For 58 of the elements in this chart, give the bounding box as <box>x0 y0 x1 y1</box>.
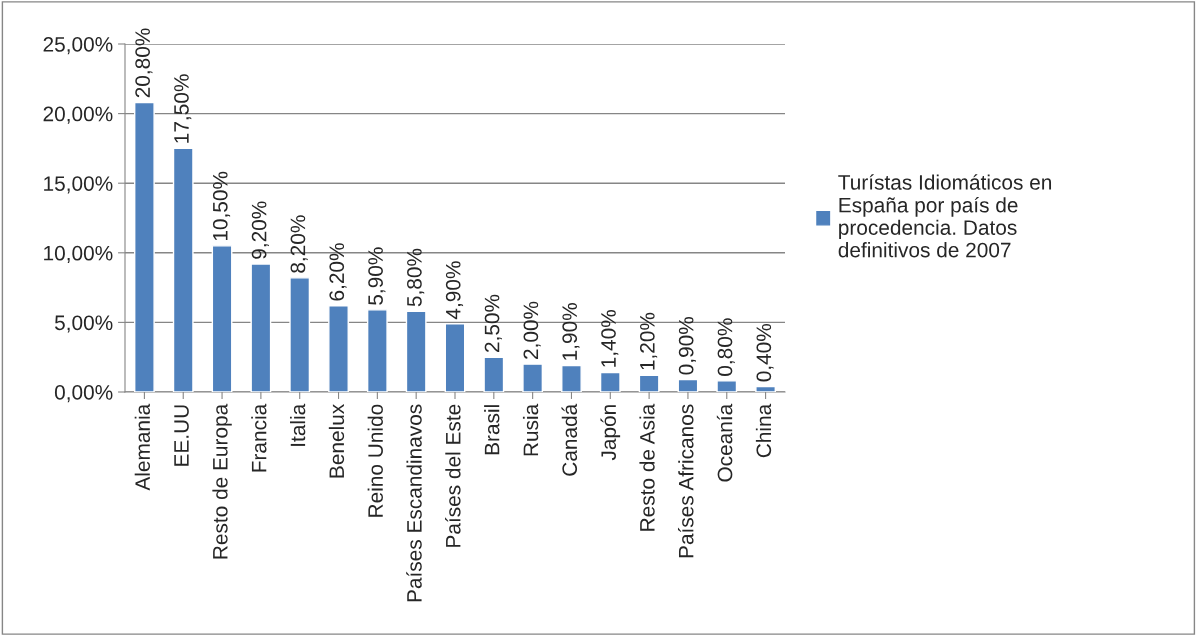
data-label: 2,50% <box>484 294 502 352</box>
data-label: 5,80% <box>407 248 425 307</box>
data-label: 20,80% <box>135 28 153 98</box>
data-label: 17,50% <box>174 74 192 143</box>
x-tick-label: Brasil <box>484 405 500 455</box>
bar <box>366 309 388 392</box>
bar <box>444 323 466 392</box>
x-tick-label: Países Escandinavos <box>406 404 422 602</box>
x-tick-label: Rusia <box>522 403 539 456</box>
bar <box>522 363 544 392</box>
bar <box>250 263 272 392</box>
x-tick-label: Benelux <box>328 404 345 478</box>
y-tick-label: 10,00% <box>44 245 113 264</box>
bar <box>405 310 427 392</box>
bar <box>328 305 349 392</box>
x-tick-label: Alemania <box>134 403 150 491</box>
x-tick-label: Francia <box>251 403 267 472</box>
x-tick-label: China <box>755 403 772 458</box>
bar <box>172 147 194 392</box>
y-tick-label: 25,00% <box>43 37 113 55</box>
bar <box>755 385 776 392</box>
data-label: 1,40% <box>601 310 619 367</box>
x-tick-label: Canadá <box>561 403 578 476</box>
bar <box>134 101 155 392</box>
bar <box>289 277 311 392</box>
data-label: 2,00% <box>523 301 541 359</box>
x-tick-label: EE.UU <box>174 405 189 466</box>
data-label: 4,90% <box>445 261 464 320</box>
data-label: 0,40% <box>756 323 774 382</box>
x-tick-label: Resto de Europa <box>212 403 232 559</box>
x-tick-label: Países del Este <box>445 404 461 547</box>
data-label: 0,80% <box>717 318 735 376</box>
data-label: 9,20% <box>251 201 269 259</box>
bar <box>599 371 621 392</box>
y-tick-label: 15,00% <box>44 176 113 194</box>
x-tick-label: Reino Unido <box>367 404 383 517</box>
data-label: 10,50% <box>212 171 231 241</box>
bar <box>638 374 660 392</box>
bar <box>211 245 233 392</box>
x-tick-label: Oceanía <box>716 403 733 482</box>
data-label: 0,90% <box>678 316 696 375</box>
x-tick-label: Resto de Asia <box>639 403 655 531</box>
bar <box>561 364 582 392</box>
y-tick-label: 5,00% <box>54 315 113 333</box>
bar <box>483 356 505 392</box>
data-label: 1,90% <box>562 303 580 360</box>
legend-label: Turístas Idiomáticos en España por país de procedencia. Datos definitivos de 2007 <box>838 174 1052 258</box>
bar <box>677 378 699 392</box>
bar <box>716 380 738 392</box>
data-label: 8,20% <box>290 215 308 273</box>
x-tick-label: Países Africanos <box>677 404 694 558</box>
data-label: 1,20% <box>639 312 658 370</box>
data-label: 5,90% <box>368 247 386 305</box>
x-tick-label: Italia <box>290 403 306 446</box>
y-tick-label: 0,00% <box>54 385 113 403</box>
y-tick-label: 20,00% <box>43 106 113 124</box>
data-label: 6,20% <box>329 243 347 301</box>
x-tick-label: Japón <box>600 405 621 461</box>
